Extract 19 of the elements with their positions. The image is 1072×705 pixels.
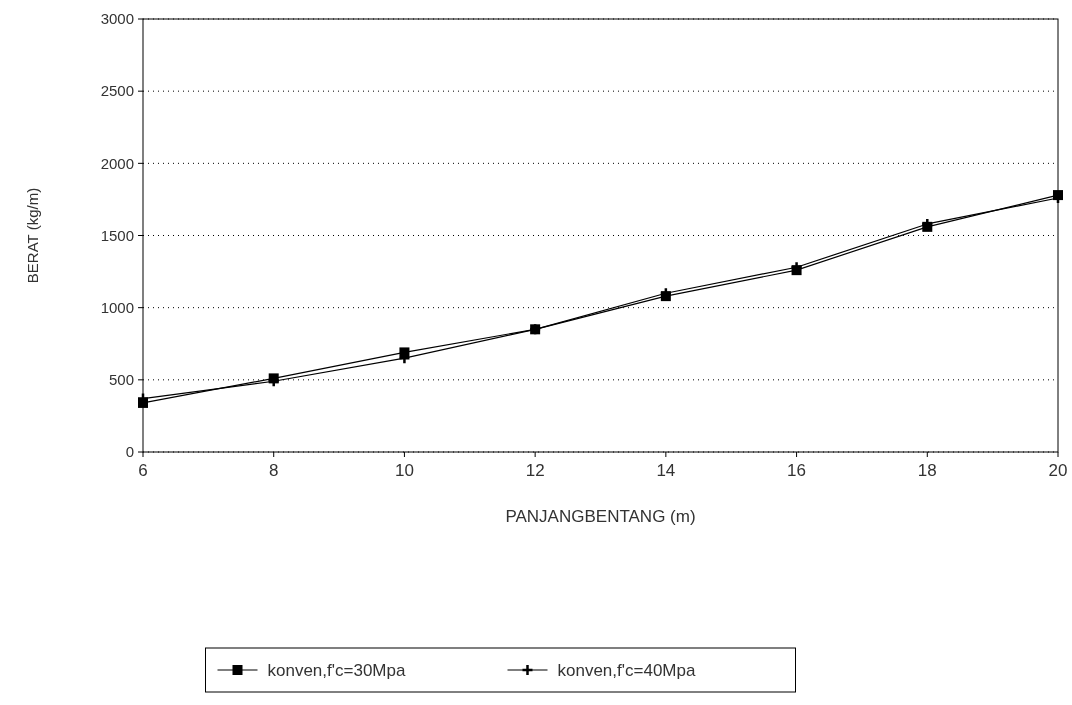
x-tick-label: 16	[787, 461, 807, 480]
y-tick-label: 2000	[100, 154, 134, 172]
legend-label: konven,f'c=40Mpa	[557, 660, 696, 680]
legend-label: konven,f'c=30Mpa	[267, 660, 406, 680]
x-tick-label: 6	[138, 461, 148, 480]
x-tick-label: 12	[525, 461, 545, 480]
y-tick-label: 1500	[100, 226, 134, 244]
y-tick-label: 3000	[100, 10, 134, 28]
x-axis-title: PANJANGBENTANG (m)	[505, 507, 696, 526]
x-tick-label: 8	[268, 461, 279, 480]
y-axis-title: BERAT (kg/m)	[24, 187, 41, 284]
x-tick-label: 20	[1048, 461, 1068, 480]
y-tick-label: 500	[108, 371, 134, 389]
x-tick-label: 10	[394, 461, 414, 480]
x-tick-label: 14	[656, 461, 676, 480]
y-tick-label: 2500	[100, 82, 134, 100]
y-tick-label: 1000	[100, 298, 134, 316]
x-tick-label: 18	[917, 461, 937, 480]
y-tick-label: 0	[125, 443, 134, 461]
